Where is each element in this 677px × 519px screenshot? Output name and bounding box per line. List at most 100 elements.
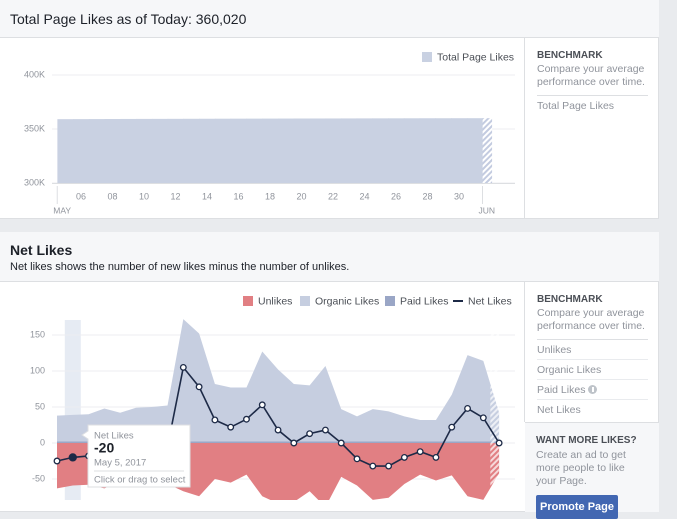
benchmark-list: Total Page Likes: [537, 96, 648, 115]
net-point: [495, 439, 503, 447]
y-tick-label: -50: [32, 473, 45, 483]
x-tick-label: 18: [265, 191, 275, 201]
area-segment: [403, 118, 421, 183]
net-point: [179, 363, 187, 371]
area-segment: [199, 118, 216, 183]
y-tick-label: 50: [35, 401, 45, 411]
area-segment: [451, 118, 468, 183]
charts: 300K 350K 400K Total Page Likes 06 08 10 12 14 16…: [24, 51, 515, 500]
benchmark-item[interactable]: Total Page Likes: [537, 100, 615, 112]
area-segment: [340, 118, 358, 183]
tooltip-title: Net Likes: [94, 431, 134, 442]
area-segment: [262, 118, 279, 183]
y-tick-label: 400K: [24, 69, 45, 79]
net-point: [369, 462, 377, 470]
area-segment: [388, 118, 405, 183]
area-segment: [214, 118, 232, 183]
x-tick-label: 20: [296, 191, 306, 201]
promo-text: Create an ad to get more people to like …: [536, 449, 626, 487]
x-tick-label: 28: [422, 191, 432, 201]
page: Total Page Likes as of Today: 360,020 BE…: [0, 0, 659, 519]
net-point: [400, 453, 408, 461]
area-segment: [356, 118, 373, 183]
area-segment: [309, 118, 326, 183]
benchmark-title: BENCHMARK: [537, 50, 603, 61]
net-point: [243, 415, 250, 423]
area-segment: [277, 118, 295, 183]
benchmark-list: Unlikes Organic Likes Paid Likes Net Likes: [537, 340, 648, 419]
net-point: [258, 401, 266, 409]
benchmark-item[interactable]: Organic Likes: [537, 360, 648, 380]
net-point: [337, 439, 345, 447]
y-tick-label: 350K: [24, 123, 45, 133]
net-likes-header: Net Likes Net likes shows the number of …: [0, 232, 659, 282]
net-point: [385, 462, 393, 470]
area-segment: [230, 118, 247, 183]
net-point: [68, 453, 77, 462]
benchmark-text: Compare your average performance over ti…: [537, 307, 648, 340]
net-point: [211, 416, 219, 424]
x-tick-label: 08: [107, 191, 117, 201]
area-segment: [104, 119, 121, 183]
area-segment: [372, 118, 389, 183]
area-organic: [57, 319, 500, 442]
legend-swatch: [385, 296, 395, 306]
area-segment: [419, 118, 436, 183]
area-segment: [246, 118, 263, 183]
x-tick-label: 14: [202, 191, 212, 201]
x-tick-label: 22: [328, 191, 338, 201]
x-tick-label: 12: [170, 191, 180, 201]
benchmark-text: Compare your average performance over ti…: [537, 63, 648, 96]
benchmark-item[interactable]: Unlikes: [537, 340, 648, 360]
legend-label: Net Likes: [468, 295, 512, 307]
net-point: [53, 457, 61, 465]
y-tick-label: 100: [30, 365, 45, 375]
area-segment: [120, 118, 137, 183]
partial-hatch: [490, 300, 500, 500]
header-title: Total Page Likes as of Today: 360,020: [10, 11, 247, 27]
net-point: [306, 430, 314, 438]
area-segment: [57, 119, 74, 183]
benchmark-sidebar: BENCHMARK Compare your average performan…: [524, 282, 659, 422]
x-tick-label: 24: [359, 191, 369, 201]
benchmark-item[interactable]: Net Likes: [537, 404, 581, 416]
y-tick-label: 0: [40, 437, 45, 447]
legend-swatch: [243, 296, 253, 306]
area-segment: [136, 118, 153, 183]
legend-swatch: [300, 296, 310, 306]
month-label: JUN: [479, 205, 496, 215]
area-segment: [466, 118, 484, 183]
tooltip-value: -20: [94, 440, 114, 456]
legend-label: Organic Likes: [315, 295, 379, 307]
x-tick-label: 26: [391, 191, 401, 201]
tooltip-hint: Click or drag to select: [94, 475, 186, 486]
x-tick-label: 30: [454, 191, 464, 201]
net-point: [353, 455, 361, 463]
net-point: [464, 404, 471, 412]
legend-label: Total Page Likes: [437, 51, 514, 63]
total-likes-header: Total Page Likes as of Today: 360,020: [0, 0, 659, 38]
x-tick-label: 10: [139, 191, 149, 201]
legend-label: Paid Likes: [400, 295, 448, 307]
y-tick-label: 150: [30, 329, 45, 339]
net-point: [479, 414, 487, 422]
net-point: [290, 439, 298, 447]
header-title: Net Likes: [10, 242, 73, 258]
net-point: [432, 453, 440, 461]
legend-swatch: [422, 52, 432, 62]
promo-title: WANT MORE LIKES?: [536, 435, 637, 446]
x-tick-label: 06: [76, 191, 86, 201]
tooltip-date: May 5, 2017: [94, 458, 146, 469]
area-segment: [88, 119, 106, 183]
benchmark-item[interactable]: Paid Likes: [537, 380, 648, 400]
area-segment: [293, 118, 310, 183]
info-icon[interactable]: [588, 385, 598, 394]
area-segment: [167, 118, 184, 183]
net-point: [416, 448, 424, 456]
benchmark-title: BENCHMARK: [537, 294, 603, 305]
net-point: [448, 423, 456, 431]
net-point: [274, 426, 282, 434]
y-tick-label: 300K: [24, 177, 45, 187]
net-point: [321, 426, 329, 434]
net-point: [195, 383, 203, 391]
